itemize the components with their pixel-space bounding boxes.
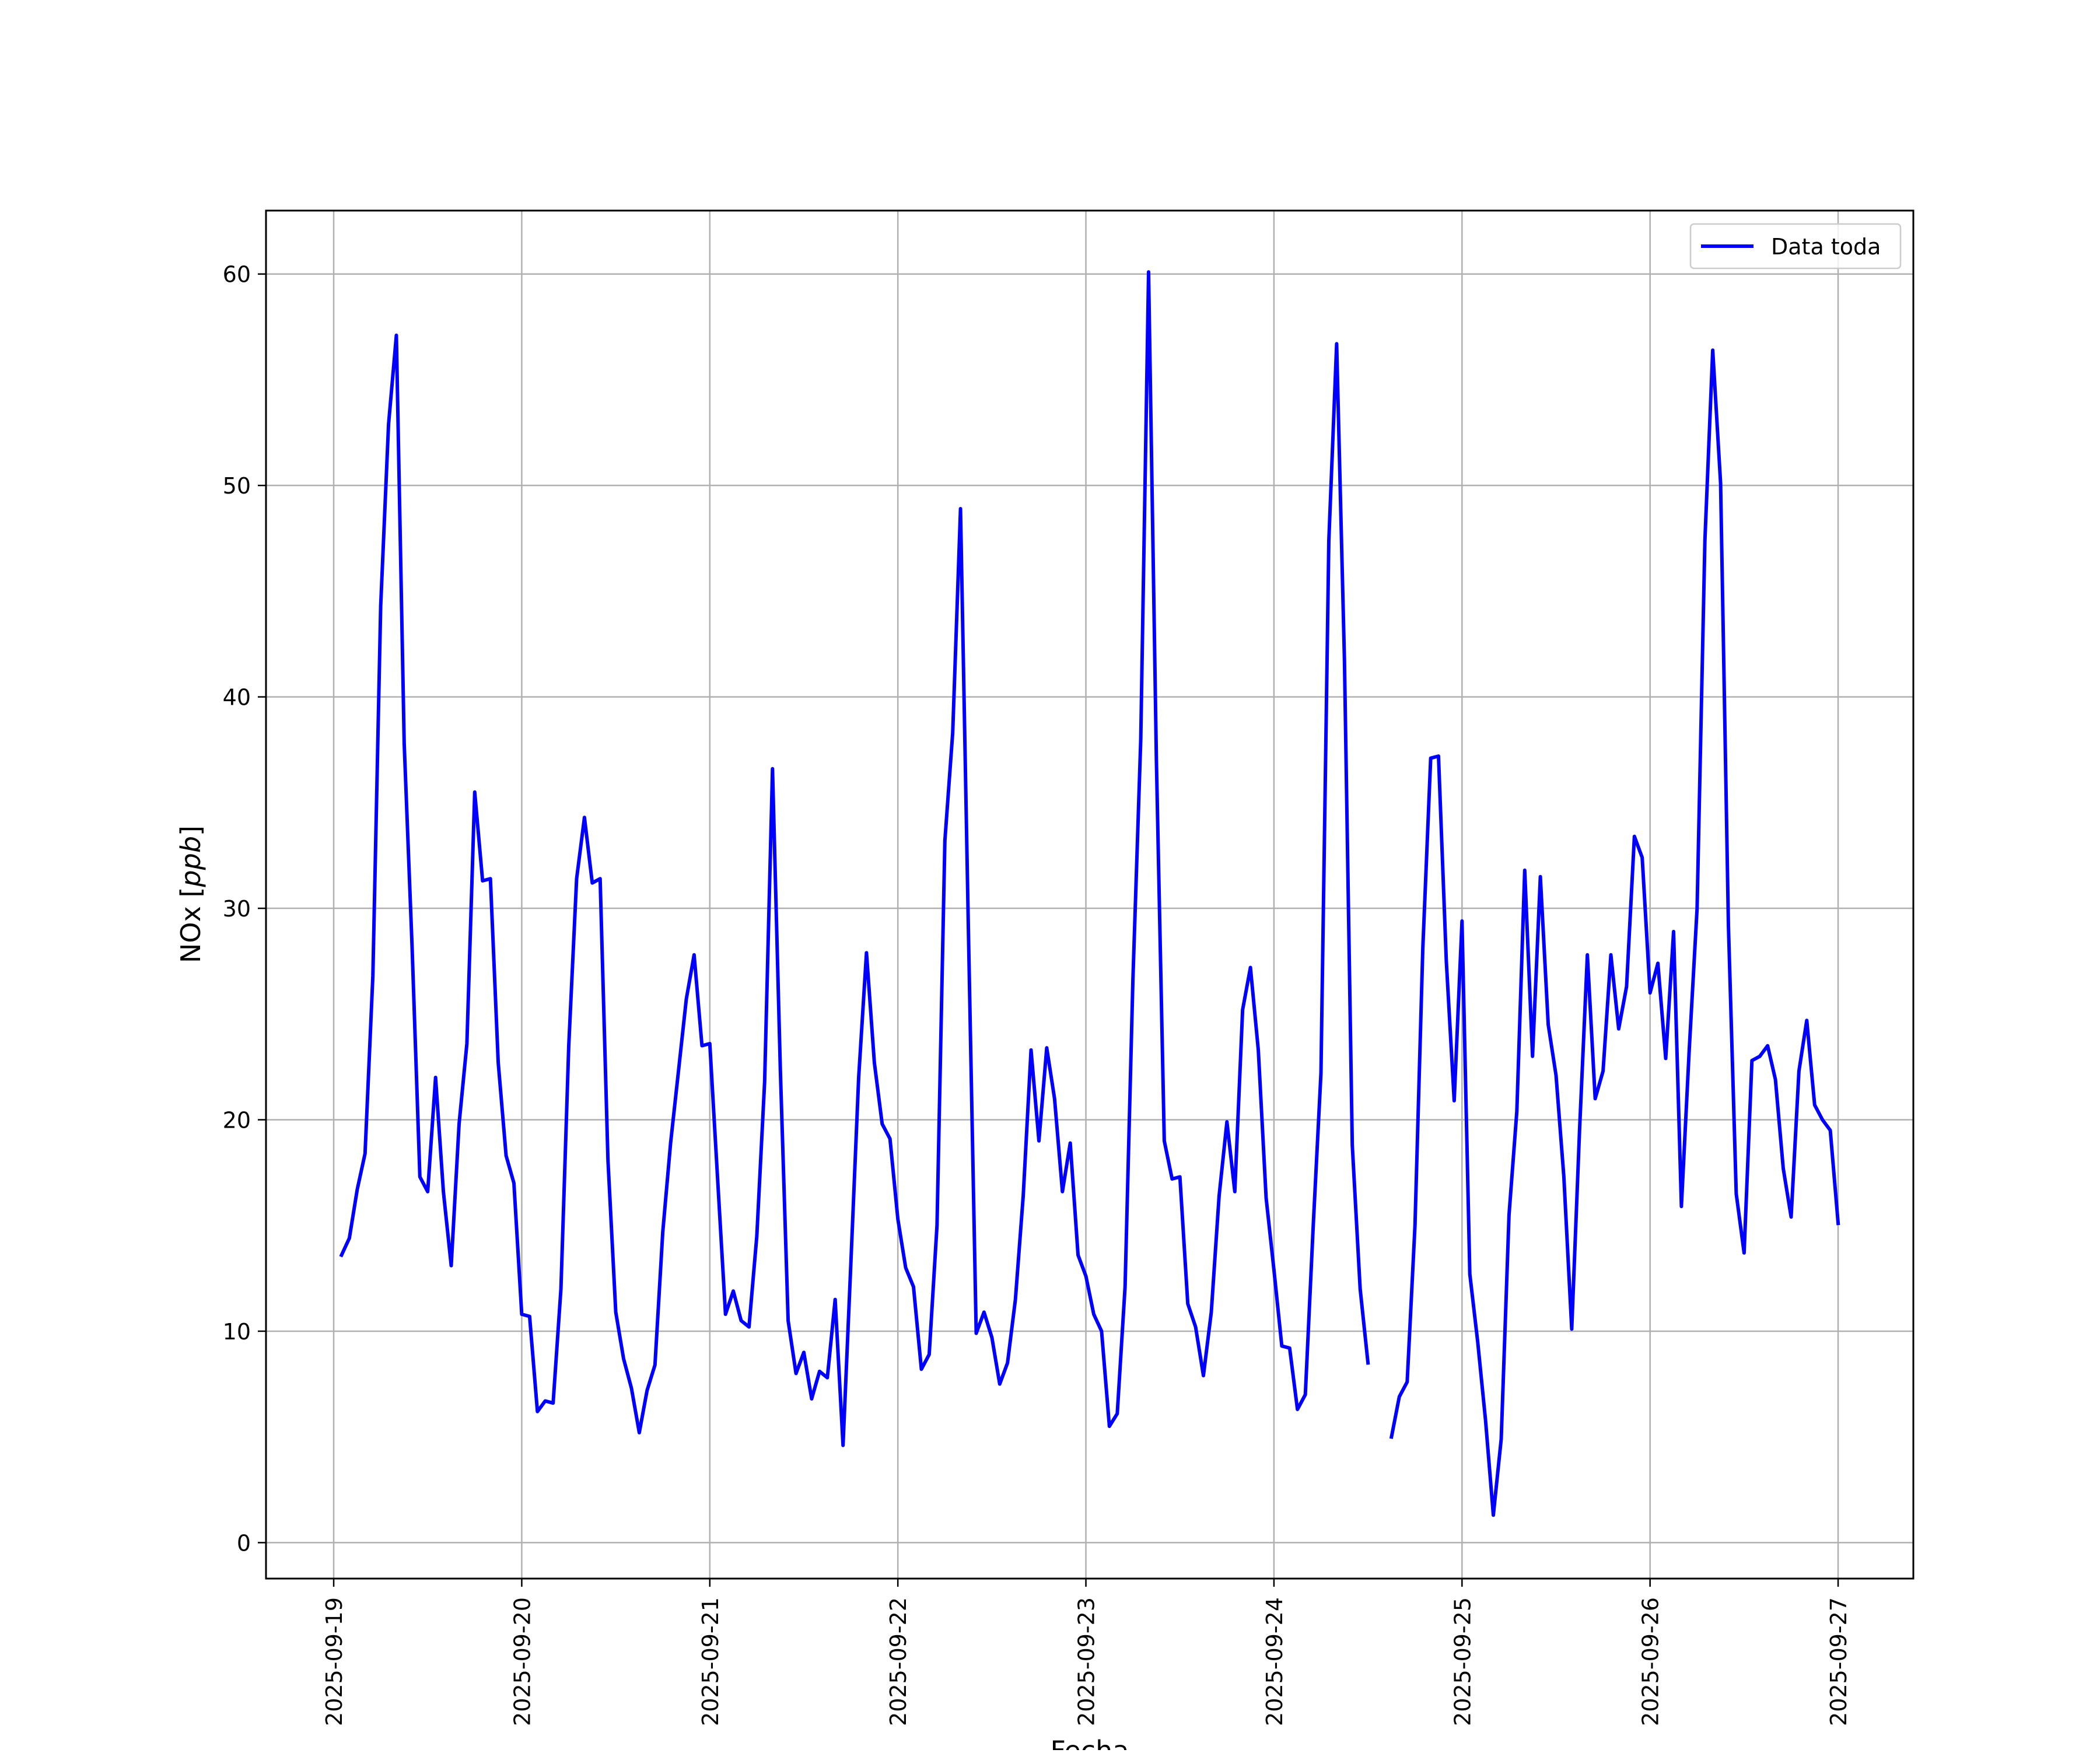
y-tick-label: 40: [223, 685, 251, 711]
x-axis: 2025-09-19 2025-09-20 2025-09-21 2025-09-22…: [321, 1579, 1852, 1726]
x-tick-label: 2025-09-23: [1074, 1597, 1100, 1726]
x-tick-label: 2025-09-27: [1826, 1597, 1852, 1726]
y-axis-title-unit: ppb: [175, 836, 206, 888]
x-tick-label: 2025-09-19: [321, 1597, 347, 1726]
x-tick-label: 2025-09-20: [509, 1597, 535, 1726]
plot-frame: [265, 209, 1915, 1580]
series-layer: [339, 270, 1840, 1517]
y-axis-title-main: NOx: [175, 898, 206, 963]
y-axis-title-bracket-open: [: [175, 887, 206, 898]
y-tick-label: 50: [223, 473, 251, 499]
x-axis-title: Fecha: [1051, 1735, 1129, 1750]
y-tick-label: 20: [223, 1108, 251, 1133]
y-axis-title-bracket-close: ]: [175, 825, 206, 836]
y-axis: 0 10 20 30 40 50 60: [223, 262, 266, 1556]
series-line-data-toda: [339, 270, 1370, 1447]
x-tick-label: 2025-09-22: [886, 1597, 911, 1726]
x-tick-label: 2025-09-24: [1262, 1597, 1287, 1726]
plot-area: [266, 211, 1913, 1579]
legend-label-data-toda: Data toda: [1771, 234, 1881, 260]
y-tick-label: 10: [223, 1319, 251, 1345]
legend-box: [1689, 223, 1902, 270]
grid-lines: [266, 211, 1913, 1579]
y-axis-title: NOx [ppb]: [175, 825, 206, 963]
y-tick-label: 0: [237, 1530, 251, 1556]
x-tick-label: 2025-09-25: [1450, 1597, 1475, 1726]
y-tick-label: 60: [223, 262, 251, 288]
legend: Data toda: [1689, 223, 1902, 270]
series-line-data-toda: [1389, 348, 1840, 1517]
x-tick-label: 2025-09-21: [698, 1597, 723, 1726]
x-tick-label: 2025-09-26: [1638, 1597, 1664, 1726]
y-tick-label: 30: [223, 896, 251, 922]
